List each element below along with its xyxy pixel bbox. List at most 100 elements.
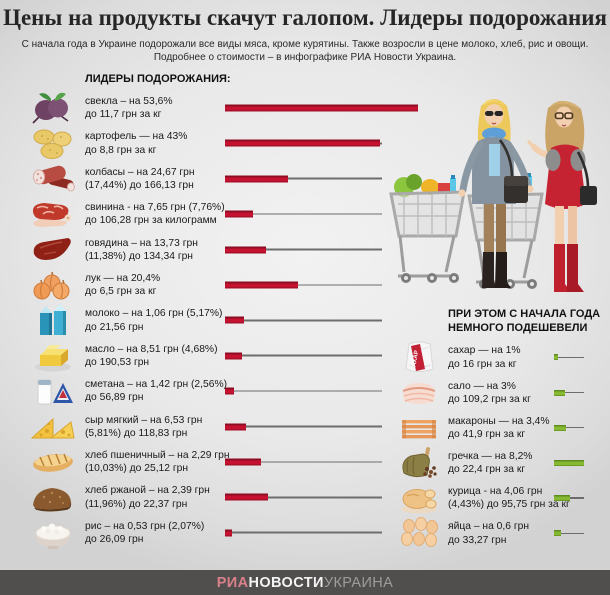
decrease-bar: [554, 460, 584, 466]
axis-line: [225, 354, 382, 357]
item-label: колбасы – на 24,67 грн: [85, 166, 195, 178]
axis-line: [225, 461, 382, 463]
axis-line: [554, 532, 584, 534]
axis-line: [225, 425, 382, 428]
price-increase-row: лук — на 20,4% до 6,5 грн за кг: [0, 267, 610, 303]
item-detail: (5,81%) до 118,83 грн: [85, 427, 188, 439]
item-label: сало — на 3%: [448, 380, 516, 392]
decrease-bar: [554, 424, 567, 431]
onions-icon: [26, 267, 80, 303]
decrease-bar: [554, 495, 571, 502]
potatoes-icon: [26, 125, 80, 161]
increase-bar: [225, 210, 253, 218]
item-label: хлеб ржаной – на 2,39 грн: [85, 485, 210, 497]
item-label: масло – на 8,51 грн (4,68%): [85, 343, 218, 355]
axis-line: [225, 390, 382, 392]
cheaper-heading-line2: НЕМНОГО ПОДЕШЕВЕЛИ: [448, 322, 588, 334]
item-label: молоко – на 1,06 грн (5,17%): [85, 308, 223, 320]
item-detail: (11,38%) до 134,34 грн: [85, 250, 193, 262]
price-decrease-row: САХАР сахар — на 1% до 16 грн за кг: [0, 339, 610, 375]
axis-line: [225, 284, 382, 286]
salo-icon: [394, 375, 444, 411]
item-detail: до 109,2 грн за кг: [448, 393, 531, 405]
price-decrease-row: курица - на 4,06 грн (4,43%) до 95,75 грн…: [0, 480, 610, 516]
eggs-icon: [394, 515, 444, 551]
axis-line: [554, 391, 584, 394]
increase-bar: [225, 246, 266, 254]
rice-icon: [26, 515, 80, 551]
item-detail: до 26,09 грн: [85, 533, 144, 545]
sausages-icon: [26, 161, 80, 197]
brand-novosti: НОВОСТИ: [248, 574, 324, 591]
item-label: гречка — на 8,2%: [448, 450, 533, 462]
increase-bar: [225, 458, 262, 466]
item-label: свинина - на 7,65 грн (7,76%): [85, 201, 225, 213]
page-title: Цены на продукты скачут галопом. Лидеры …: [3, 5, 607, 30]
sour-cream-icon: [26, 373, 80, 409]
increase-bar: [225, 529, 233, 537]
brand-ria: РИА: [216, 574, 249, 591]
subtitle: С начала года в Украине подорожали все в…: [0, 38, 610, 64]
sugar-bag-label: САХАР: [411, 350, 421, 372]
chicken-icon: [394, 480, 444, 516]
axis-line: [225, 248, 382, 251]
increase-bar: [225, 352, 242, 360]
cheaper-heading: ПРИ ЭТОМ С НАЧАЛА ГОДА НЕМНОГО ПОДЕШЕВЕЛ…: [448, 307, 600, 335]
increase-bar: [225, 387, 235, 395]
price-increase-row: говядина – на 13,73 грн (11,38%) до 134,3…: [0, 232, 610, 268]
wheat-bread-icon: [26, 444, 80, 480]
item-label: хлеб пшеничный – на 2,29 грн: [85, 449, 230, 461]
price-decrease-row: сало — на 3% до 109,2 грн за кг: [0, 375, 610, 411]
decrease-bar: [554, 354, 558, 361]
price-increase-row: колбасы – на 24,67 грн (17,44%) до 166,13…: [0, 161, 610, 197]
brand-footer: РИА НОВОСТИ УКРАИНА: [0, 570, 610, 595]
increase-bar: [225, 281, 299, 289]
price-increase-row: рис – на 0,53 грн (2,07%) до 26,09 грн: [0, 515, 610, 551]
increase-bar: [225, 493, 269, 501]
cheese-icon: [26, 409, 80, 445]
sugar-icon: САХАР: [394, 339, 444, 375]
pasta-icon: [394, 410, 444, 446]
axis-line: [554, 356, 584, 358]
item-detail: до 190,53 грн: [85, 356, 150, 368]
price-increase-row: молоко – на 1,06 грн (5,17%) до 21,56 грн: [0, 302, 610, 338]
leaders-heading: ЛИДЕРЫ ПОДОРОЖАНИЯ:: [85, 73, 231, 85]
increase-bar: [225, 423, 246, 431]
price-increase-row: масло – на 8,51 грн (4,68%) до 190,53 грн: [0, 338, 610, 374]
price-increase-row: хлеб пшеничный – на 2,29 грн (10,03%) до …: [0, 444, 610, 480]
axis-line: [225, 213, 382, 215]
item-label: сахар — на 1%: [448, 345, 521, 357]
pork-icon: [26, 196, 80, 232]
item-detail: (17,44%) до 166,13 грн: [85, 179, 194, 191]
item-label: сыр мягкий – на 6,53 грн: [85, 414, 203, 426]
item-detail: до 56,89 грн: [85, 392, 144, 404]
item-detail: (4,43%) до 95,75 грн за кг: [448, 499, 570, 511]
item-label: свекла – на 53,6%: [85, 95, 173, 107]
item-detail: до 6,5 грн за кг: [85, 286, 157, 297]
increase-bar: [225, 175, 288, 183]
axis-line: [554, 426, 584, 429]
axis-line: [225, 177, 382, 180]
item-detail: до 16 грн за кг: [448, 358, 517, 370]
axis-line: [225, 531, 382, 534]
item-detail: до 41,9 грн за кг: [448, 428, 526, 440]
item-label: макароны — на 3,4%: [448, 415, 550, 427]
beets-icon: [26, 90, 80, 126]
item-detail: (10,03%) до 25,12 грн: [85, 463, 189, 474]
item-detail: до 22,4 грн за кг: [448, 464, 526, 475]
increase-bar: [225, 139, 380, 147]
price-increase-row: сыр мягкий – на 6,53 грн (5,81%) до 118,8…: [0, 409, 610, 445]
subtitle-line2: Подробнее о стоимости – в инфографике РИ…: [153, 52, 457, 63]
price-increase-row: хлеб ржаной – на 2,39 грн (11,96%) до 22,…: [0, 479, 610, 515]
price-decrease-row: яйца – на 0,6 грн до 33,27 грн: [0, 515, 610, 551]
price-decrease-row: гречка — на 8,2% до 22,4 грн за кг: [0, 445, 610, 481]
item-label: курица - на 4,06 грн: [448, 485, 543, 497]
decrease-bar: [554, 530, 561, 537]
item-label: лук — на 20,4%: [85, 272, 161, 284]
price-increase-row: свинина - на 7,65 грн (7,76%) до 106,28 г…: [0, 196, 610, 232]
cheaper-heading-line1: ПРИ ЭТОМ С НАЧАЛА ГОДА: [448, 308, 601, 320]
milk-icon: [26, 302, 80, 338]
increase-bar: [225, 316, 244, 324]
beef-icon: [26, 232, 80, 268]
